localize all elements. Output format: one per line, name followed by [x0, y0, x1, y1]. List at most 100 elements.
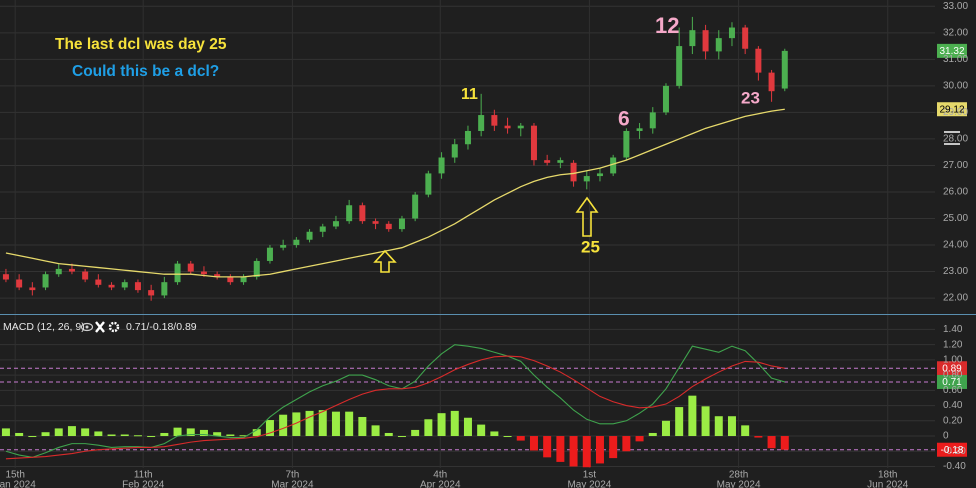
- signal-line: [5, 355, 785, 460]
- histogram-bar: [661, 420, 670, 437]
- candle-body: [570, 162, 577, 182]
- y-tick-label: 26.00: [943, 187, 968, 198]
- price-label-box: [937, 43, 967, 58]
- x-tick-label: 7th: [285, 470, 299, 481]
- histogram-bar: [41, 432, 50, 437]
- candle-body: [214, 274, 221, 277]
- histogram-bar: [543, 436, 552, 458]
- y-tick-label: 32.00: [943, 27, 968, 38]
- macd-readout: 0.71/-0.18/0.89: [126, 321, 197, 333]
- candle-body: [95, 279, 102, 285]
- y-tick-label: 31.00: [943, 54, 968, 65]
- candle-body: [557, 160, 564, 163]
- candle-body: [715, 38, 722, 52]
- histogram-bar: [569, 436, 578, 467]
- candle-body: [68, 268, 75, 272]
- histogram-bar: [450, 410, 459, 437]
- price-label: 0.89: [942, 363, 962, 374]
- y-tick-label: 1.20: [943, 339, 963, 350]
- x-tick-label: Feb 2024: [122, 480, 165, 488]
- x-tick-label: 28th: [729, 470, 748, 481]
- candle-body: [398, 218, 405, 230]
- macd-icons[interactable]: [80, 321, 120, 333]
- y-tick-label: 30.00: [943, 81, 968, 92]
- y-tick-label: 0: [943, 431, 949, 442]
- histogram-bar: [67, 426, 76, 437]
- histogram-bar: [279, 414, 288, 437]
- histogram-bar: [754, 436, 763, 438]
- candle-body: [610, 157, 617, 174]
- y-tick-label: 25.00: [943, 213, 968, 224]
- candle-body: [412, 194, 419, 219]
- histogram-bar: [173, 427, 182, 437]
- candle-body: [438, 157, 445, 174]
- y-tick-label: 33.00: [943, 1, 968, 12]
- pane-icon[interactable]: [944, 131, 960, 145]
- histogram-bar: [780, 436, 789, 450]
- x-tick-label: Jun 2024: [867, 480, 909, 488]
- histogram-bar: [463, 417, 472, 437]
- candle-body: [544, 160, 551, 163]
- candle-body: [29, 287, 36, 291]
- candle-body: [253, 260, 260, 277]
- price-label-box: [937, 374, 967, 389]
- histogram-bar: [411, 429, 420, 437]
- candle-body: [781, 50, 788, 89]
- arrow: [373, 249, 397, 273]
- candle-body: [346, 205, 353, 222]
- candle-body: [2, 274, 9, 280]
- candle-body: [676, 46, 683, 86]
- histogram-bar: [292, 412, 301, 437]
- histogram-bar: [226, 434, 235, 437]
- histogram-bar: [1, 428, 10, 437]
- histogram-bar: [701, 406, 710, 437]
- x-tick-label: May 2024: [717, 480, 761, 488]
- annotation: Could this be a dcl?: [72, 63, 219, 80]
- histogram-bar: [490, 431, 499, 437]
- histogram-bar: [397, 436, 406, 438]
- candle-body: [174, 263, 181, 283]
- arrow: [575, 196, 599, 237]
- candle-body: [517, 125, 524, 129]
- histogram-bar: [437, 413, 446, 437]
- histogram-bar: [675, 407, 684, 437]
- eye-pupil: [85, 325, 89, 329]
- histogram-bar: [160, 432, 169, 437]
- y-tick-label: 0.20: [943, 415, 963, 426]
- x-tick-label: 18th: [878, 470, 897, 481]
- y-tick-label: 27.00: [943, 160, 968, 171]
- x-tick-label: Jan 2024: [0, 480, 36, 488]
- candle-body: [280, 245, 287, 248]
- y-tick-label: 1.00: [943, 355, 963, 366]
- candle-body: [451, 144, 458, 158]
- candle-body: [266, 247, 273, 261]
- candle-body: [768, 72, 775, 92]
- moving-average: [5, 108, 785, 278]
- histogram-bar: [239, 435, 248, 437]
- eye-icon[interactable]: [80, 322, 94, 332]
- macd-line: [5, 344, 785, 458]
- x-tick-label: Apr 2024: [420, 480, 461, 488]
- candle-body: [240, 276, 247, 283]
- histogram-bar: [622, 436, 631, 452]
- histogram-bar: [582, 436, 591, 468]
- price-label: 0.71: [942, 377, 962, 388]
- histogram-bar: [384, 432, 393, 437]
- histogram-bar: [648, 432, 657, 437]
- histogram-bar: [54, 428, 63, 437]
- macd-title: MACD (12, 26, 9): [3, 321, 85, 333]
- candle-body: [623, 130, 630, 158]
- settings-icon[interactable]: [108, 321, 120, 333]
- candle-body: [319, 226, 326, 232]
- close-icon[interactable]: [95, 321, 105, 333]
- histogram-bar: [133, 435, 142, 437]
- histogram-bar: [318, 410, 327, 437]
- histogram-bar: [371, 425, 380, 437]
- histogram-bar: [107, 434, 116, 437]
- candle-body: [689, 30, 696, 47]
- annotation: 25: [581, 237, 600, 256]
- candle-body: [596, 173, 603, 177]
